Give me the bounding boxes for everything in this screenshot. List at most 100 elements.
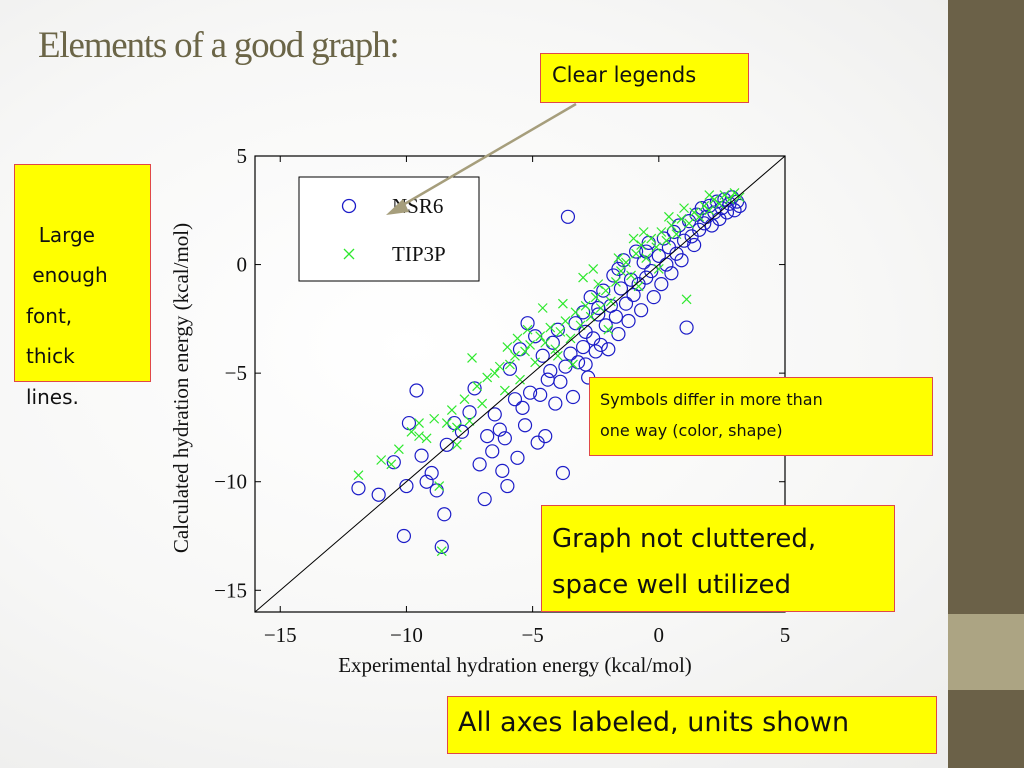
y-tick-label: −15 <box>214 578 247 602</box>
point-tip3p <box>446 405 457 415</box>
point-nsr6 <box>593 337 608 353</box>
point-nsr6 <box>454 424 470 439</box>
point-tip3p <box>520 346 530 357</box>
point-tip3p <box>512 333 523 344</box>
point-tip3p <box>638 227 649 237</box>
point-nsr6 <box>623 272 639 287</box>
point-nsr6 <box>515 400 530 415</box>
point-nsr6 <box>732 198 747 214</box>
point-nsr6 <box>674 253 689 268</box>
y-tick-label: 5 <box>237 144 248 168</box>
scatter-chart: −15 −10 −5 0 5 −15 −10 −5 0 5 Experimental hydra… <box>169 102 790 677</box>
x-axis-ticks: −15 −10 −5 0 5 <box>264 156 790 647</box>
point-nsr6 <box>664 266 679 281</box>
point-nsr6 <box>601 342 616 357</box>
point-tip3p <box>489 368 500 379</box>
point-tip3p <box>653 263 664 274</box>
point-tip3p <box>540 337 551 348</box>
point-nsr6 <box>586 331 601 346</box>
point-nsr6 <box>520 316 535 331</box>
point-tip3p <box>494 361 505 372</box>
point-tip3p <box>681 294 692 305</box>
point-nsr6 <box>553 374 568 389</box>
point-tip3p <box>580 300 591 311</box>
point-tip3p <box>499 385 510 396</box>
point-nsr6 <box>500 478 515 494</box>
point-tip3p <box>588 263 599 274</box>
point-tip3p <box>676 214 687 224</box>
point-tip3p <box>464 415 475 426</box>
point-tip3p <box>414 418 424 429</box>
point-nsr6 <box>543 363 558 379</box>
point-tip3p <box>626 270 636 281</box>
point-tip3p <box>472 381 483 392</box>
point-nsr6 <box>654 277 669 292</box>
point-tip3p <box>570 307 581 318</box>
point-tip3p <box>504 359 515 370</box>
slide-title: Elements of a good graph: <box>38 25 400 66</box>
point-nsr6 <box>560 209 576 224</box>
point-tip3p <box>679 203 689 214</box>
point-tip3p <box>628 233 639 244</box>
point-nsr6 <box>487 407 502 422</box>
y-tick-label: −5 <box>225 361 247 385</box>
point-tip3p <box>550 344 561 355</box>
point-tip3p <box>434 481 445 491</box>
point-nsr6 <box>575 305 591 320</box>
point-tip3p <box>704 205 715 216</box>
point-nsr6 <box>533 387 548 402</box>
point-nsr6 <box>535 348 550 363</box>
point-tip3p <box>684 218 695 229</box>
point-nsr6 <box>634 303 649 318</box>
point-nsr6 <box>591 300 606 316</box>
point-nsr6 <box>434 539 449 554</box>
point-nsr6 <box>611 326 626 342</box>
point-nsr6 <box>656 231 671 246</box>
point-tip3p <box>610 277 621 287</box>
x-tick-label: −15 <box>264 623 297 647</box>
point-nsr6 <box>429 483 444 498</box>
point-nsr6 <box>480 429 495 444</box>
identity-reference-line <box>254 155 786 613</box>
point-nsr6 <box>646 290 661 305</box>
point-nsr6 <box>477 491 492 507</box>
point-tip3p <box>633 281 644 292</box>
point-tip3p <box>714 198 725 209</box>
point-tip3p <box>353 470 364 481</box>
point-nsr6 <box>578 357 593 372</box>
point-tip3p <box>530 357 541 368</box>
callout-large-font: Large enough font, thick lines. <box>14 164 151 409</box>
point-nsr6 <box>419 474 434 489</box>
point-tip3p <box>459 394 470 405</box>
point-tip3p <box>568 359 578 370</box>
point-tip3p <box>663 211 674 222</box>
point-nsr6 <box>414 448 429 463</box>
x-tick-label: 5 <box>780 623 791 647</box>
point-nsr6 <box>502 361 518 376</box>
callout-clear-legends-text: Clear legends <box>552 63 697 87</box>
point-tip3p <box>661 235 672 246</box>
point-tip3p <box>616 266 626 277</box>
point-tip3p <box>724 194 735 205</box>
point-tip3p <box>545 322 556 333</box>
point-tip3p <box>502 342 513 353</box>
point-tip3p <box>631 248 642 259</box>
point-tip3p <box>734 192 745 203</box>
callout-axes-labeled-text: All axes labeled, units shown <box>458 707 850 738</box>
point-nsr6 <box>608 309 624 324</box>
y-tick-label: 0 <box>237 253 248 277</box>
point-nsr6 <box>563 346 578 361</box>
point-nsr6 <box>401 415 417 431</box>
point-nsr6 <box>510 450 525 465</box>
callout-symbols-differ: Symbols differ in more than one way (col… <box>589 377 933 456</box>
x-tick-label: −10 <box>390 623 423 647</box>
point-nsr6 <box>548 396 563 411</box>
point-nsr6 <box>396 528 412 544</box>
legend-marker-tip3p <box>343 248 355 260</box>
point-nsr6 <box>611 261 626 277</box>
sidebar-accent-block <box>948 614 1024 690</box>
callout-clear-legends: Clear legends <box>540 53 749 103</box>
point-tip3p <box>552 350 563 361</box>
callout-not-cluttered: Graph not cluttered, space well utilized <box>541 505 895 612</box>
point-nsr6 <box>351 481 366 496</box>
